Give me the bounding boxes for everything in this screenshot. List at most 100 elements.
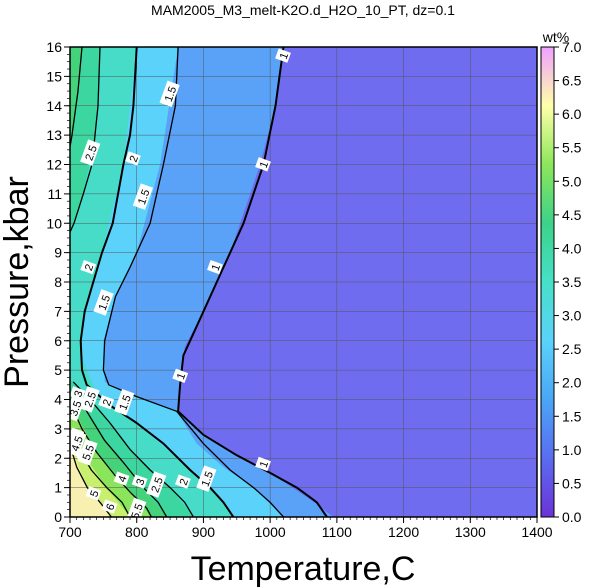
colorbar-tick-label: 2.5 [562, 341, 582, 357]
y-tick-label: 1 [54, 480, 62, 496]
y-tick-label: 4 [54, 392, 62, 408]
colorbar-tick-label: 5.0 [562, 173, 582, 189]
contour-label: 2 [125, 151, 141, 166]
colorbar-tick-label: 1.0 [562, 442, 582, 458]
x-axis: 700 800 900 1000 1100 1200 1300 1400 [58, 517, 553, 540]
contour-label-text: 5.5 [129, 502, 146, 520]
y-tick-label: 7 [54, 303, 62, 319]
y-tick-label: 14 [46, 98, 62, 114]
x-tick-label: 800 [125, 524, 149, 540]
colorbar-tick-label: 7.0 [562, 39, 582, 55]
plot-area: 111111.51.51.51.51.522222.52.52.5333.544… [68, 47, 537, 520]
contour-label: 1 [255, 456, 271, 472]
grid-layer [70, 47, 537, 517]
contour-label-text: 1.5 [163, 85, 180, 103]
contour-label-text: 1 [210, 263, 223, 273]
contour-line-3 [70, 47, 83, 148]
y-tick-label: 3 [54, 421, 62, 437]
contour-label-text: 2 [83, 263, 96, 273]
contour-label: 1 [275, 48, 291, 63]
y-tick-label: 0 [54, 509, 62, 525]
contour-label-text: 3 [134, 477, 147, 487]
colorbar-tick-label: 4.0 [562, 240, 582, 256]
value-region-8 [70, 47, 82, 147]
y-tick-label: 10 [46, 215, 62, 231]
colorbar-ticks: 0.0 0.5 1.0 1.5 2.0 2.5 3.0 3.5 4.0 4.5 5.0 5.5 6.0 6… [554, 39, 582, 525]
contour-label: 3 [131, 474, 148, 489]
colorbar-tick-label: 0.0 [562, 509, 582, 525]
contour-label: 3.5 [68, 394, 85, 422]
contour-label-text: 4 [116, 474, 129, 484]
y-tick-label: 8 [54, 274, 62, 290]
colorbar-tick-label: 2.0 [562, 375, 582, 391]
x-tick-label: 900 [192, 524, 216, 540]
contour-line-3 [71, 390, 168, 517]
colorbar-tick-label: 1.5 [562, 408, 582, 424]
contour-label-text: 1.5 [97, 294, 114, 312]
y-tick-label: 2 [54, 450, 62, 466]
y-tick-label: 5 [54, 362, 62, 378]
contour-label: 1.5 [114, 388, 135, 416]
x-tick-label: 1400 [521, 524, 552, 540]
contour-label: 2.5 [146, 471, 167, 498]
contour-label: 2 [80, 259, 96, 275]
contour-label-text: 2 [101, 398, 114, 408]
colorbar-fill [540, 46, 555, 518]
contour-line-1-5 [102, 47, 284, 517]
contour-line-2-5 [70, 47, 101, 233]
y-tick-label: 12 [46, 157, 62, 173]
x-tick-label: 1100 [322, 524, 352, 540]
contour-label-text: 4.5 [69, 435, 86, 453]
contour-label: 5.5 [77, 438, 98, 466]
contour-label: 1 [255, 157, 271, 172]
contour-line-2 [79, 47, 235, 517]
contour-label: 1.5 [132, 183, 154, 210]
contour-label-text: 3 [72, 389, 85, 399]
contour-label-text: 1.5 [199, 470, 216, 488]
contour-label: 2.5 [79, 386, 100, 413]
contour-label: 2.5 [80, 139, 101, 166]
contour-label-text: 1 [258, 460, 271, 470]
colorbar-tick-label: 4.5 [562, 207, 582, 223]
contour-line-4 [70, 405, 152, 517]
x-tick-label: 700 [58, 524, 82, 540]
y-tick-label: 9 [54, 245, 62, 261]
contour-label: 1.5 [93, 289, 114, 316]
colorbar: 0.0 0.5 1.0 1.5 2.0 2.5 3.0 3.5 4.0 4.5 5.0 5.5 6.0 6… [540, 29, 582, 525]
x-tick-label: 1200 [388, 524, 419, 540]
contour-label-text: 5.5 [81, 444, 98, 462]
colorbar-tick-label: 0.5 [562, 475, 582, 491]
colorbar-tick-label: 6.5 [562, 73, 582, 89]
contour-label-text: 6 [104, 502, 117, 512]
contour-label: 5.5 [126, 497, 147, 520]
contour-label: 1 [207, 259, 223, 275]
contour-label-text: 5 [88, 489, 101, 499]
x-tick-label: 1000 [255, 524, 286, 540]
contour-label-text: 1.5 [117, 394, 134, 412]
contour-label: 2 [98, 395, 114, 410]
y-tick-label: 16 [46, 39, 62, 55]
contour-label-text: 2.5 [149, 476, 166, 494]
contour-label: 5 [85, 486, 102, 501]
contour-label-text: 1 [278, 51, 291, 61]
contour-label-text: 3.5 [68, 399, 85, 417]
contour-label: 4.5 [69, 430, 87, 457]
contour-label-layer: 111111.51.51.51.51.522222.52.52.5333.544… [68, 48, 291, 520]
y-tick-label: 15 [46, 68, 62, 84]
contour-label-text: 2.5 [83, 144, 100, 162]
colorbar-label: wt% [542, 29, 569, 45]
x-axis-title: Temperature,C [191, 550, 416, 587]
contour-label: 2 [175, 474, 191, 489]
contour-label-text: 2 [178, 477, 191, 487]
contour-label: 4 [113, 471, 130, 486]
contour-label-text: 2 [128, 154, 141, 164]
colorbar-tick-label: 3.0 [562, 308, 582, 324]
contour-label-text: 1.5 [136, 188, 153, 206]
contour-label: 1 [172, 368, 188, 383]
value-region-11 [70, 449, 112, 517]
contour-label: 6 [101, 499, 118, 514]
y-tick-label: 6 [54, 333, 62, 349]
colorbar-tick-label: 3.5 [562, 274, 582, 290]
